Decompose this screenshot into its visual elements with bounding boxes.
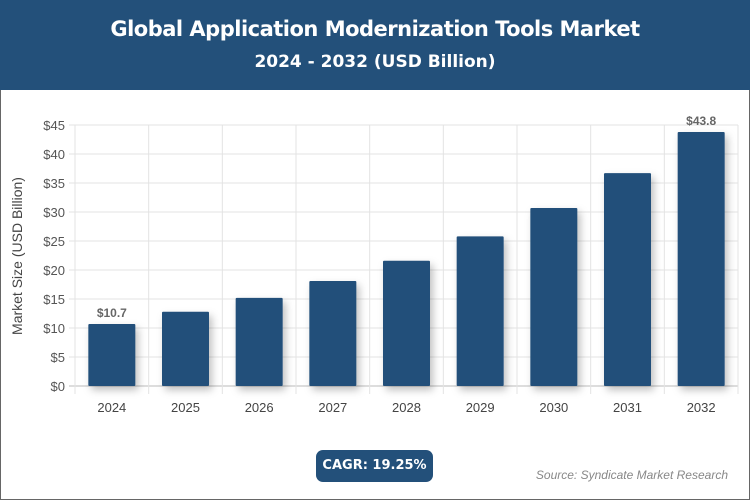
bar-2032 — [677, 131, 725, 386]
chart-header: Global Application Modernization Tools M… — [0, 0, 750, 90]
y-tick-label: $0 — [51, 379, 65, 394]
x-tick-label: 2028 — [392, 400, 421, 415]
y-tick-label: $10 — [43, 321, 65, 336]
bar-2025 — [162, 311, 209, 386]
y-tick-label: $35 — [43, 176, 65, 191]
y-tick-label: $45 — [43, 118, 65, 133]
y-tick-label: $30 — [43, 205, 65, 220]
bar-2027 — [309, 281, 357, 386]
x-tick-label: 2029 — [466, 400, 495, 415]
x-tick-label: 2027 — [318, 400, 347, 415]
data-label: $43.8 — [686, 114, 716, 128]
chart-title: Global Application Modernization Tools M… — [110, 17, 640, 41]
x-tick-label: 2025 — [171, 400, 200, 415]
y-tick-label: $25 — [43, 234, 65, 249]
y-axis-title: Market Size (USD Billion) — [9, 177, 25, 335]
y-tick-label: $40 — [43, 147, 65, 162]
bar-2031 — [604, 173, 651, 386]
cagr-badge: CAGR: 19.25% — [316, 450, 433, 482]
source-note: Source: Syndicate Market Research — [535, 468, 728, 482]
x-tick-label: 2026 — [245, 400, 274, 415]
x-tick-label: 2030 — [539, 400, 568, 415]
y-tick-label: $5 — [51, 350, 65, 365]
data-label: $10.7 — [97, 306, 127, 320]
bar-2024 — [88, 323, 136, 386]
x-tick-label: 2031 — [613, 400, 642, 415]
bar-2030 — [530, 207, 578, 386]
x-tick-label: 2032 — [687, 400, 716, 415]
chart-subtitle: 2024 - 2032 (USD Billion) — [254, 52, 496, 72]
bar-2028 — [383, 260, 430, 386]
bar-2029 — [456, 236, 504, 386]
y-tick-label: $15 — [43, 292, 65, 307]
bar-2026 — [235, 297, 283, 386]
y-tick-label: $20 — [43, 263, 65, 278]
x-tick-label: 2024 — [97, 400, 126, 415]
